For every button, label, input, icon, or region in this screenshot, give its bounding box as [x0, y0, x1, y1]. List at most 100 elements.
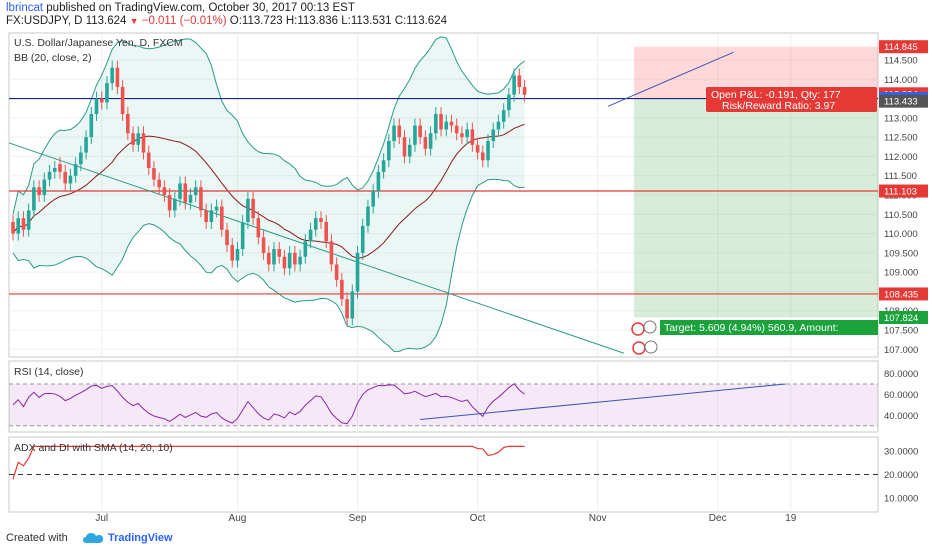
- candle-body: [84, 137, 88, 153]
- price-tick-label: 111.500: [884, 171, 917, 182]
- candle-body: [392, 125, 396, 141]
- candle-body: [188, 195, 193, 203]
- candle-body: [491, 129, 496, 141]
- candle-body: [376, 171, 381, 192]
- price-badge: [879, 40, 928, 54]
- event-count-icon[interactable]: [643, 320, 657, 334]
- price-tick-label: 109.500: [884, 248, 918, 259]
- risk-reward-label: Risk/Reward Ratio: 3.97: [722, 100, 835, 112]
- quote-line: FX:USDJPY, D 113.624 ▼ −0.011 (−0.01%) O…: [6, 15, 447, 27]
- event-markers[interactable]: [631, 320, 658, 355]
- candle-body: [402, 137, 407, 157]
- candle-body: [298, 256, 302, 265]
- candle-body: [73, 164, 78, 176]
- candle-body: [522, 87, 527, 95]
- x-tick-label: Aug: [229, 513, 247, 524]
- candle-body: [152, 168, 156, 180]
- ascending-trendline: [607, 51, 734, 107]
- adx-tick-label: 20.0000: [884, 470, 918, 481]
- price-tick-label: 114.500: [884, 56, 918, 67]
- created-with-label: Created with: [6, 532, 68, 544]
- x-tick-label: Nov: [589, 513, 607, 524]
- price-badge: [879, 184, 928, 198]
- candle-body: [355, 252, 360, 292]
- price-badge-label: 114.845: [884, 42, 918, 53]
- candle-body: [47, 171, 52, 180]
- price-badge-label: 113.433: [884, 97, 918, 108]
- candle-body: [350, 291, 355, 319]
- rsi-line: [12, 382, 525, 425]
- chart-header: lbrincat published on TradingView.com, O…: [0, 0, 932, 30]
- price-badge-label: 108.435: [884, 289, 918, 300]
- price-tick-label: 110.000: [884, 229, 918, 240]
- candle-body: [413, 125, 417, 145]
- symbol-label: FX:USDJPY, D: [6, 15, 83, 27]
- candle-body: [345, 299, 349, 319]
- price-tick-label: 107.500: [884, 326, 918, 337]
- tradingview-logo-text[interactable]: TradingView: [108, 532, 173, 544]
- candle-body: [444, 121, 449, 130]
- rsi-trendline: [420, 383, 786, 420]
- candle-body: [387, 141, 391, 161]
- bb-indicator-label: BB (20, close, 2): [14, 52, 92, 64]
- chart-canvas[interactable]: Jul Aug Sep Oct Nov Dec 19 114.500 114.000 113.00…: [0, 0, 932, 526]
- candle-body: [507, 94, 511, 111]
- pnl-box[interactable]: Open P&L: -0.191, Qty: 177 Risk/Reward R…: [706, 87, 877, 112]
- pnl-label: Open P&L: -0.191, Qty: 177: [711, 89, 841, 101]
- candle-body: [293, 252, 297, 265]
- candle-body: [141, 133, 146, 153]
- event-count-icon[interactable]: [644, 340, 658, 354]
- candle-body: [68, 175, 73, 184]
- low-value: L:113.531: [341, 15, 392, 27]
- candle-body: [261, 237, 266, 253]
- candle-body: [282, 256, 287, 269]
- rsi-tick-label: 80.0000: [884, 369, 918, 380]
- candle-body: [204, 210, 208, 222]
- take-profit-zone: [634, 98, 878, 318]
- candle-body: [246, 198, 250, 222]
- author-name[interactable]: lbrincat: [6, 2, 44, 14]
- candle-body: [11, 222, 15, 234]
- price-tick-label: 112.000: [884, 152, 918, 163]
- descending-trendline: [8, 142, 624, 354]
- candle-body: [256, 218, 261, 238]
- candle-body: [225, 229, 229, 246]
- candle-body: [397, 125, 402, 138]
- candle-body: [89, 114, 94, 138]
- candle-body: [287, 252, 292, 269]
- x-tick-label: Dec: [709, 513, 727, 524]
- main-pane-title: U.S. Dollar/Japanese Yen, D, FXCM: [14, 37, 183, 49]
- candle-body: [240, 222, 245, 249]
- price-badge: [879, 94, 928, 108]
- candle-body: [360, 225, 365, 253]
- target-box[interactable]: Target: 5.609 (4.94%) 560.9, Amount:: [660, 320, 878, 335]
- last-price: 113.624: [85, 15, 127, 27]
- candle-body: [21, 218, 26, 230]
- candle-body: [126, 114, 130, 134]
- price-tick-label: 113.000: [884, 113, 918, 124]
- candle-body: [131, 133, 135, 145]
- adx-tick-label: 10.0000: [884, 493, 918, 504]
- price-tick-label: 109.000: [884, 268, 918, 279]
- candle-body: [110, 67, 114, 84]
- candle-body: [277, 249, 282, 257]
- candle-body: [266, 252, 271, 265]
- candle-body: [423, 137, 428, 149]
- candle-body: [199, 187, 203, 211]
- price-tick-label: 112.500: [884, 133, 918, 144]
- candle-body: [42, 179, 47, 195]
- candle-body: [120, 87, 125, 114]
- candle-body: [481, 152, 485, 161]
- candle-body: [486, 141, 490, 161]
- candle-body: [214, 206, 219, 211]
- candle-body: [501, 110, 506, 122]
- candle-body: [496, 121, 501, 130]
- candle-body: [209, 210, 214, 222]
- candle-body: [178, 183, 182, 199]
- rsi-pane-title: RSI (14, close): [14, 366, 83, 378]
- candle-body: [366, 206, 370, 226]
- candle-body: [454, 125, 459, 134]
- candle-body: [434, 114, 438, 134]
- footer: Created with TradingView: [0, 526, 932, 550]
- candle-body: [32, 187, 36, 211]
